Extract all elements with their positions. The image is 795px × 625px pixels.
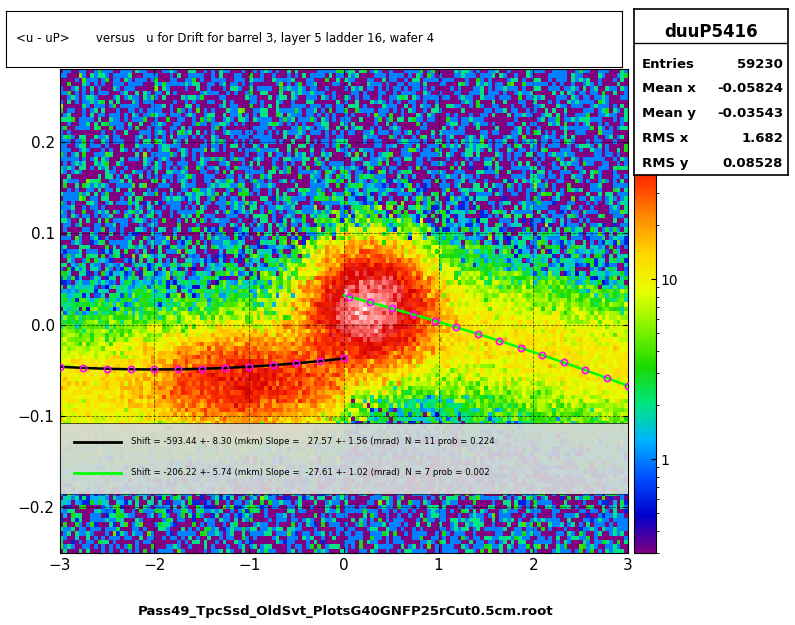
Text: RMS x: RMS x (642, 132, 688, 145)
Bar (60, 423, 628, 494)
Text: Entries: Entries (642, 58, 695, 71)
Text: 59230: 59230 (738, 58, 783, 71)
Text: -0.05824: -0.05824 (717, 82, 783, 96)
Text: <u - uP>       versus   u for Drift for barrel 3, layer 5 ladder 16, wafer 4: <u - uP> versus u for Drift for barrel 3… (16, 32, 434, 45)
Text: RMS y: RMS y (642, 157, 688, 170)
Text: Pass49_TpcSsd_OldSvt_PlotsG40GNFP25rCut0.5cm.root: Pass49_TpcSsd_OldSvt_PlotsG40GNFP25rCut0… (138, 604, 553, 618)
Text: -0.03543: -0.03543 (717, 107, 783, 120)
Text: Shift = -593.44 +- 8.30 (mkm) Slope =   27.57 +- 1.56 (mrad)  N = 11 prob = 0.22: Shift = -593.44 +- 8.30 (mkm) Slope = 27… (130, 437, 494, 446)
Text: 1.682: 1.682 (742, 132, 783, 145)
Text: 0.08528: 0.08528 (723, 157, 783, 170)
Text: Mean y: Mean y (642, 107, 696, 120)
Text: Mean x: Mean x (642, 82, 696, 96)
Text: Shift = -206.22 +- 5.74 (mkm) Slope =  -27.61 +- 1.02 (mrad)  N = 7 prob = 0.002: Shift = -206.22 +- 5.74 (mkm) Slope = -2… (130, 468, 490, 478)
Text: duuP5416: duuP5416 (665, 22, 758, 41)
